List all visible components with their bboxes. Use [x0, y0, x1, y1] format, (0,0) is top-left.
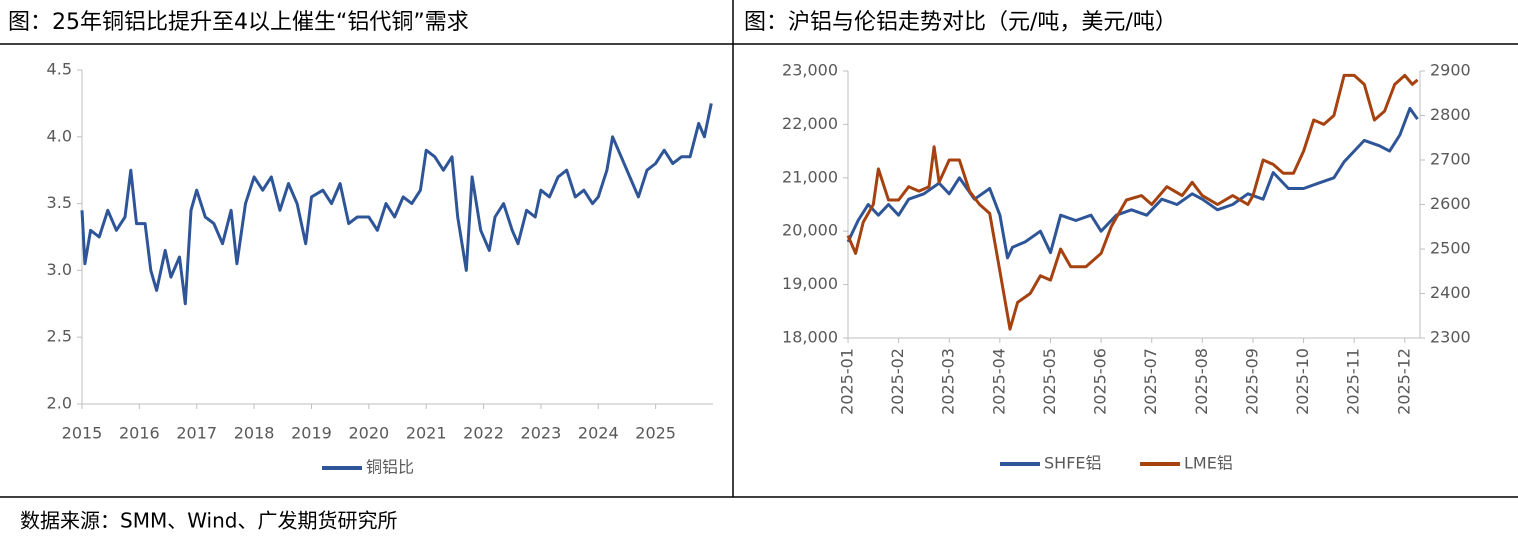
- y2-tick-label: 2600: [1430, 194, 1471, 213]
- series-line: [846, 106, 1419, 260]
- x-tick-label: 2018: [234, 424, 275, 443]
- y-tick-label: 4.0: [47, 126, 72, 145]
- x-tick-label: 2019: [291, 424, 332, 443]
- y2-tick-label: 2800: [1430, 105, 1471, 124]
- chart-title: 图：25年铜铝比提升至4以上催生“铝代铜”需求: [8, 10, 469, 35]
- source: 数据来源：SMM、Wind、广发期货研究所: [20, 509, 397, 533]
- x-tick-label: 2025-02: [888, 348, 907, 415]
- y-tick-label: 23,000: [782, 61, 838, 80]
- x-tick-label: 2025-05: [1040, 348, 1059, 415]
- x-tick-label: 2023: [521, 424, 562, 443]
- legend-label: SHFE铝: [1044, 454, 1102, 473]
- chart-title: 图：沪铝与伦铝走势对比（元/吨，美元/吨）: [744, 10, 1177, 35]
- x-tick-label: 2016: [119, 424, 160, 443]
- x-tick-label: 2021: [406, 424, 447, 443]
- y2-tick-label: 2900: [1430, 61, 1471, 80]
- x-tick-label: 2025-09: [1242, 348, 1261, 415]
- x-tick-label: 2024: [578, 424, 619, 443]
- series-line: [80, 103, 713, 306]
- y-tick-label: 22,000: [782, 114, 838, 133]
- y-tick-label: 2.5: [47, 327, 72, 346]
- y-tick-label: 2.0: [47, 394, 72, 413]
- y2-tick-label: 2500: [1430, 239, 1471, 258]
- y-tick-label: 3.5: [47, 193, 72, 212]
- x-tick-label: 2025-07: [1141, 348, 1160, 415]
- y-tick-label: 20,000: [782, 221, 838, 240]
- y-tick-label: 4.5: [47, 60, 72, 79]
- x-tick-label: 2025-01: [838, 348, 857, 415]
- y-tick-label: 21,000: [782, 167, 838, 186]
- y2-tick-label: 2700: [1430, 150, 1471, 169]
- x-tick-label: 2020: [348, 424, 389, 443]
- legend-label: 铜铝比: [366, 458, 414, 477]
- series-line: [846, 73, 1419, 331]
- x-tick-label: 2025-06: [1091, 348, 1110, 415]
- legend-label: LME铝: [1184, 454, 1233, 473]
- y-tick-label: 3.0: [47, 260, 72, 279]
- y2-tick-label: 2400: [1430, 283, 1471, 302]
- x-tick-label: 2025-03: [939, 348, 958, 415]
- x-tick-label: 2025-12: [1394, 348, 1413, 415]
- x-tick-label: 2017: [176, 424, 217, 443]
- y-tick-label: 18,000: [782, 328, 838, 347]
- x-tick-label: 2022: [463, 424, 504, 443]
- x-tick-label: 2025-04: [989, 348, 1008, 415]
- x-tick-label: 2025: [635, 424, 676, 443]
- y2-tick-label: 2300: [1430, 328, 1471, 347]
- x-tick-label: 2015: [62, 424, 103, 443]
- x-tick-label: 2025-08: [1192, 348, 1211, 415]
- x-tick-label: 2025-11: [1344, 348, 1363, 415]
- y-tick-label: 19,000: [782, 274, 838, 293]
- x-tick-label: 2025-10: [1293, 348, 1312, 415]
